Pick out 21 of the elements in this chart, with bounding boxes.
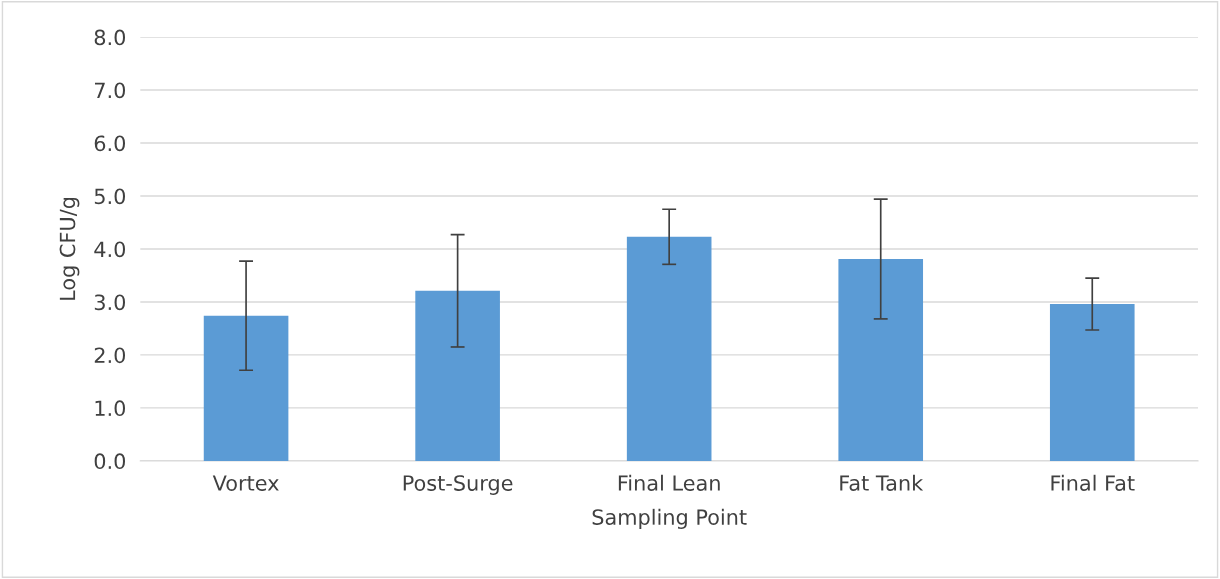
- x-tick-label: Vortex: [212, 475, 279, 491]
- y-tick-label: 1.0: [95, 400, 126, 417]
- x-axis-title: Sampling Point: [592, 508, 747, 529]
- y-axis-title: Log CFU/g: [59, 197, 80, 300]
- x-tick-label: Final Fat: [1051, 474, 1135, 491]
- bar: [626, 236, 712, 461]
- x-tick-label: Fat Tank: [840, 474, 924, 491]
- y-tick-label: 8.0: [94, 29, 126, 46]
- bar: [838, 259, 924, 461]
- y-tick-label: 5.0: [94, 188, 126, 205]
- y-tick-label: 7.0: [94, 82, 126, 99]
- y-tick-label: 0.0: [94, 453, 126, 470]
- y-tick-label: 2.0: [94, 347, 126, 364]
- bar: [415, 290, 500, 461]
- y-tick-label: 3.0: [94, 294, 126, 311]
- x-tick-label: Final Lean: [618, 474, 720, 491]
- bar: [1049, 304, 1135, 461]
- x-tick-label: Post-Surge: [403, 475, 513, 495]
- bar: [203, 315, 289, 461]
- y-tick-label: 6.0: [94, 135, 126, 152]
- y-tick-label: 4.0: [94, 241, 126, 258]
